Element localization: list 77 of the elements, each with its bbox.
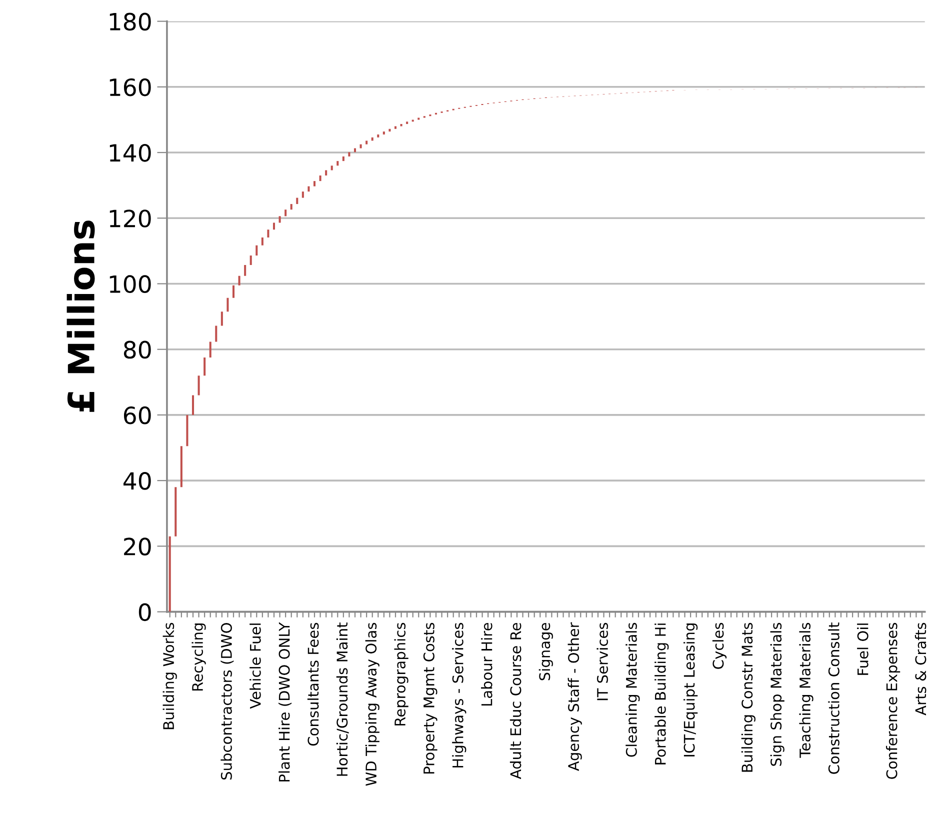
- bar: [377, 134, 380, 138]
- bar: [290, 204, 292, 210]
- bar: [366, 140, 368, 144]
- bar: [348, 152, 350, 156]
- bar: [278, 216, 281, 223]
- y-tick-label: 120: [110, 210, 151, 228]
- bar: [325, 170, 328, 176]
- bar: [296, 198, 298, 204]
- y-tick-label: 180: [110, 12, 151, 31]
- bar: [256, 245, 258, 256]
- x-tick-label: IT Services: [596, 622, 608, 700]
- bar: [198, 376, 200, 396]
- x-tick-label: Cleaning Materials: [626, 622, 640, 757]
- bar: [215, 326, 218, 342]
- bar: [313, 181, 316, 186]
- y-tick-label: 80: [124, 340, 151, 359]
- bar: [319, 175, 322, 182]
- x-tick-label: Building Works: [162, 622, 177, 730]
- x-tick-label: Labour Hire: [481, 622, 492, 706]
- x-tick-label: Portable Building Hi: [654, 624, 669, 764]
- bar: [244, 265, 246, 276]
- bar: [232, 285, 235, 298]
- bar: [342, 156, 344, 162]
- bar: [284, 210, 287, 216]
- bar: [220, 312, 223, 326]
- x-tick-label: Sign Shop Materials: [770, 622, 784, 766]
- bar: [174, 487, 177, 536]
- x-tick-label: Property Mgmt Costs: [423, 622, 438, 774]
- x-tick-label: Cycles: [712, 622, 727, 669]
- x-tick-label: Signage: [538, 622, 553, 680]
- y-tick-label: 40: [123, 472, 151, 490]
- bar: [204, 358, 206, 376]
- y-tick-label: 160: [110, 78, 151, 96]
- x-tick-label: Adult Educ Course Re: [510, 622, 522, 780]
- y-tick-label: 60: [124, 406, 151, 424]
- y-tick-label: 20: [124, 538, 151, 556]
- x-tick-label: Construction Consult: [828, 622, 840, 774]
- bar: [186, 414, 188, 446]
- y-tick-label: 0: [138, 603, 151, 622]
- bar: [238, 276, 240, 286]
- x-tick-label: Teaching Materials: [799, 622, 814, 758]
- x-tick-label: Conference Expenses: [886, 622, 900, 779]
- bar: [382, 132, 385, 134]
- x-tick-label: Plant Hire (DWO ONLY: [278, 622, 292, 782]
- bar: [180, 446, 182, 488]
- bar: [394, 126, 397, 129]
- x-tick-label: ICT/Equipt Leasing: [683, 624, 698, 756]
- x-tick-label: Consultants Fees: [307, 622, 319, 746]
- bar: [168, 536, 171, 612]
- bar: [226, 298, 229, 312]
- y-axis-title: £ Millions: [66, 220, 95, 412]
- bar: [360, 144, 362, 148]
- x-tick-label: Building Constr Mats: [741, 622, 756, 772]
- x-tick-label: Highways - Services: [452, 622, 466, 768]
- x-tick-label: Reprographics: [394, 622, 408, 726]
- y-tick-label: 100: [110, 275, 151, 294]
- x-tick-label: Subcontractors (DWO: [220, 623, 234, 780]
- bar: [330, 166, 333, 170]
- x-tick-label: WD Tipping Away Olas: [365, 622, 380, 786]
- bar: [272, 222, 276, 230]
- bar: [400, 124, 402, 126]
- bar: [267, 230, 270, 238]
- y-tick-label: 140: [110, 144, 151, 162]
- bar: [308, 186, 310, 192]
- x-tick-label: Recycling: [192, 624, 206, 690]
- bar: [209, 342, 212, 358]
- x-tick-label: Hortic/Grounds Maint: [336, 622, 349, 776]
- x-tick-label: Arts & Crafts: [914, 622, 926, 716]
- x-tick-label: Agency Staff - Other: [568, 622, 582, 771]
- bar: [261, 237, 264, 246]
- x-tick-label: Fuel Oil: [857, 624, 868, 675]
- bar: [250, 256, 252, 266]
- bar: [336, 161, 339, 166]
- bar: [302, 192, 304, 198]
- x-tick-label: Vehicle Fuel: [250, 624, 261, 709]
- bar: [192, 395, 194, 415]
- bar: [388, 128, 391, 132]
